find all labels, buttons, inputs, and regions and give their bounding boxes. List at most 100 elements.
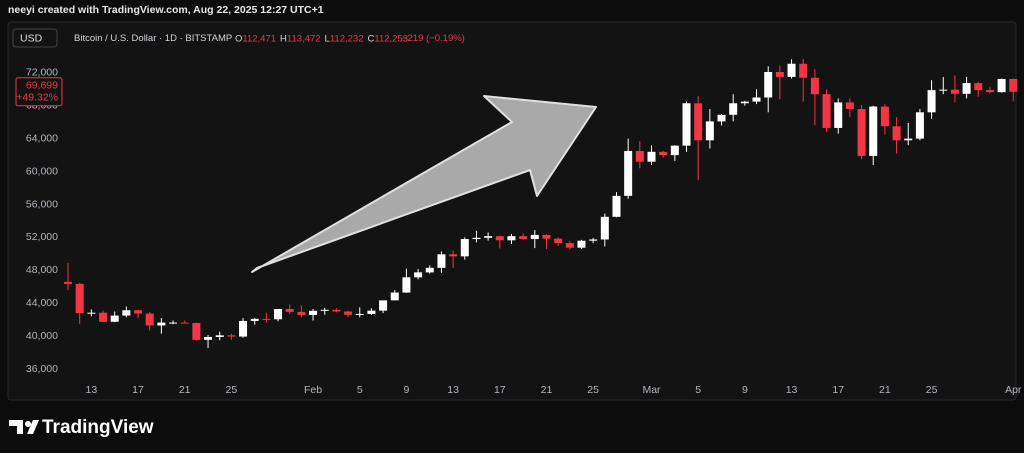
- candle-body: [624, 150, 633, 196]
- candle-body: [495, 236, 504, 241]
- candle-body: [145, 313, 154, 326]
- candle-body: [87, 312, 96, 314]
- y-tick-label: 48,000: [26, 264, 58, 276]
- candle-body: [612, 195, 621, 217]
- candle-body: [542, 234, 551, 239]
- candle-body: [554, 238, 563, 244]
- candle-body: [250, 318, 259, 321]
- candle-body: [659, 151, 668, 156]
- candle-body: [939, 89, 948, 91]
- ohlc-key: C: [367, 33, 374, 44]
- candle-body: [204, 336, 213, 340]
- currency-box[interactable]: [12, 28, 58, 48]
- candle-body: [425, 267, 434, 273]
- chart-panel: [7, 21, 1017, 401]
- candle-body: [810, 77, 819, 95]
- candle-body: [530, 234, 539, 240]
- candle-body: [169, 322, 178, 324]
- arrow-annotation: [251, 95, 597, 273]
- x-tick-label: Apr: [1005, 384, 1022, 396]
- candle-body: [589, 239, 598, 241]
- candle-body: [682, 103, 691, 146]
- candle-body: [285, 309, 294, 312]
- ohlc-value: 112,471: [242, 33, 276, 44]
- candle-body: [600, 216, 609, 240]
- candle-body: [915, 112, 924, 139]
- candle-body: [402, 277, 411, 293]
- x-tick-label: 9: [742, 384, 748, 396]
- ohlc-key: H: [280, 33, 287, 44]
- candle-body: [215, 335, 224, 337]
- candle-body: [775, 71, 784, 77]
- candle-body: [134, 310, 143, 314]
- change: −219 (−0.19%): [402, 33, 465, 44]
- candle-body: [927, 90, 936, 113]
- candle-body: [752, 97, 761, 102]
- ohlc-key: L: [325, 33, 330, 44]
- caption: neeyi created with TradingView.com, Aug …: [8, 4, 324, 16]
- ohlc-value: 113,472: [287, 33, 321, 44]
- candle-body: [904, 138, 913, 141]
- y-tick-label: 72,000: [26, 67, 58, 79]
- candle-body: [635, 150, 644, 162]
- ohlc-value: 112,253: [374, 33, 408, 44]
- y-tick-label: 36,000: [26, 363, 58, 375]
- brand: TradingView: [42, 417, 154, 438]
- y-tick-label: 60,000: [26, 165, 58, 177]
- candle-body: [577, 240, 586, 248]
- x-tick-label: Mar: [642, 384, 661, 396]
- candle-body: [239, 320, 248, 337]
- candle-body: [320, 309, 329, 311]
- candle-body: [379, 300, 388, 311]
- candle-body: [437, 254, 446, 268]
- candle-body: [787, 63, 796, 77]
- candle-body: [472, 237, 481, 240]
- candle-body: [157, 322, 166, 326]
- x-tick-label: 17: [832, 384, 844, 396]
- ohlc-key: O: [235, 33, 242, 44]
- candle-body: [857, 109, 866, 156]
- candle-body: [309, 310, 318, 315]
- candle-body: [110, 315, 119, 322]
- y-tick-label: 44,000: [26, 297, 58, 309]
- candle-body: [64, 281, 72, 284]
- x-tick-label: 25: [926, 384, 938, 396]
- candle-body: [985, 90, 994, 93]
- candle-body: [332, 309, 341, 312]
- x-tick-label: 13: [786, 384, 798, 396]
- candle-body: [507, 236, 516, 241]
- ohlc: O112,471 H113,472 L112,232 C112,253: [235, 33, 408, 44]
- candle-body: [367, 310, 376, 314]
- x-tick-label: 21: [879, 384, 891, 396]
- plot: 36,000 40,000 44,000 48,000 52,000 56,000 60,0…: [15, 58, 1022, 396]
- symbol: Bitcoin / U.S. Dollar · 1D · BITSTAMP: [74, 33, 232, 44]
- candle-body: [519, 236, 528, 240]
- candle-body: [962, 83, 971, 94]
- brand-logo: [9, 420, 39, 434]
- candle-body: [227, 335, 236, 337]
- ohlc-values: O112,471 H113,472 L112,232 C112,253: [235, 33, 408, 44]
- candle-body: [75, 283, 84, 314]
- candle-body: [297, 311, 306, 315]
- price-change: +49.32%: [16, 92, 58, 104]
- x-tick-label: Feb: [304, 384, 322, 396]
- candle-body: [1009, 78, 1018, 92]
- candle-body: [740, 101, 749, 104]
- candle-body: [180, 322, 189, 324]
- ohlc-value: 112,232: [330, 33, 364, 44]
- candle-body: [705, 121, 714, 141]
- x-tick-label: 5: [357, 384, 363, 396]
- candle-body: [192, 322, 201, 340]
- x-tick-label: 25: [226, 384, 238, 396]
- x-tick-label: 17: [494, 384, 506, 396]
- y-tick-label: 64,000: [26, 132, 58, 144]
- candle-body: [729, 103, 738, 115]
- candle-body: [460, 239, 469, 257]
- x-tick-label: 9: [404, 384, 410, 396]
- y-tick-label: 56,000: [26, 198, 58, 210]
- candle-body: [122, 310, 131, 316]
- candle-body: [834, 102, 843, 128]
- candle-body: [717, 114, 726, 122]
- candle-body: [484, 236, 493, 238]
